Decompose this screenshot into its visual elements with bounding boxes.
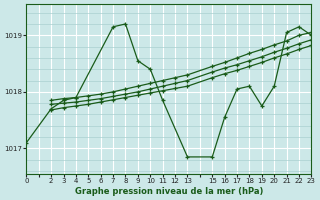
X-axis label: Graphe pression niveau de la mer (hPa): Graphe pression niveau de la mer (hPa)	[75, 187, 263, 196]
